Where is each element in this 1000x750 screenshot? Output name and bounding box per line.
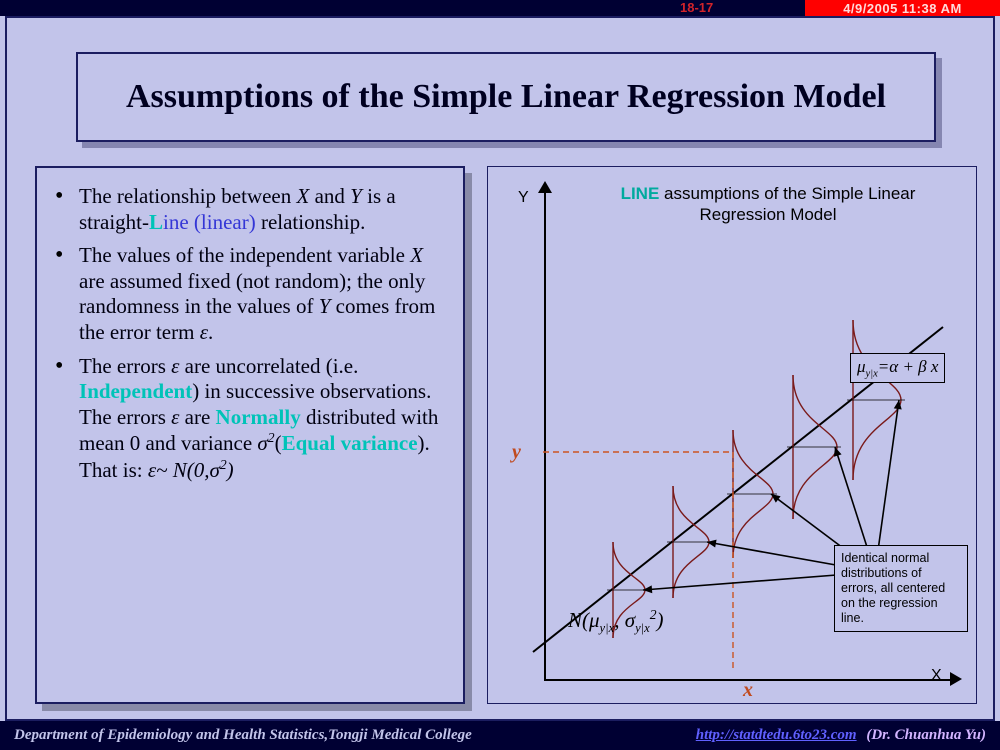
slide-frame: Assumptions of the Simple Linear Regress… xyxy=(5,16,995,721)
footer-author: (Dr. Chuanhua Yu) xyxy=(866,727,986,743)
bullet-2: The values of the independent variable X… xyxy=(51,243,449,345)
dash-y-label: y xyxy=(512,441,521,464)
page-number: 18-17 xyxy=(680,0,713,15)
footer-dept: Department of Epidemiology and Health St… xyxy=(14,727,472,744)
footer: Department of Epidemiology and Health St… xyxy=(0,721,1000,750)
equation-box: μy|x=α + β x xyxy=(850,353,945,383)
footer-link[interactable]: http://statdtedu.6to23.com xyxy=(696,727,857,743)
timestamp: 4/9/2005 11:38 AM xyxy=(805,0,1000,16)
title-box: Assumptions of the Simple Linear Regress… xyxy=(76,52,936,142)
dash-x-label: x xyxy=(743,679,753,702)
x-axis-arrow-icon xyxy=(950,672,962,686)
bullet-3: The errors ε are uncorrelated (i.e. Inde… xyxy=(51,354,449,484)
note-box: Identical normal distributions of errors… xyxy=(834,545,968,632)
distribution-label: N(μy|x, σy|x2) xyxy=(568,607,664,636)
slide-title: Assumptions of the Simple Linear Regress… xyxy=(126,78,886,115)
chart-box: LINE assumptions of the Simple Linear Re… xyxy=(487,166,977,704)
bullets-box: The relationship between X and Y is a st… xyxy=(35,166,465,704)
bullet-1: The relationship between X and Y is a st… xyxy=(51,184,449,235)
y-axis-label: Y xyxy=(518,189,529,207)
chart-title: LINE assumptions of the Simple Linear Re… xyxy=(598,183,938,226)
